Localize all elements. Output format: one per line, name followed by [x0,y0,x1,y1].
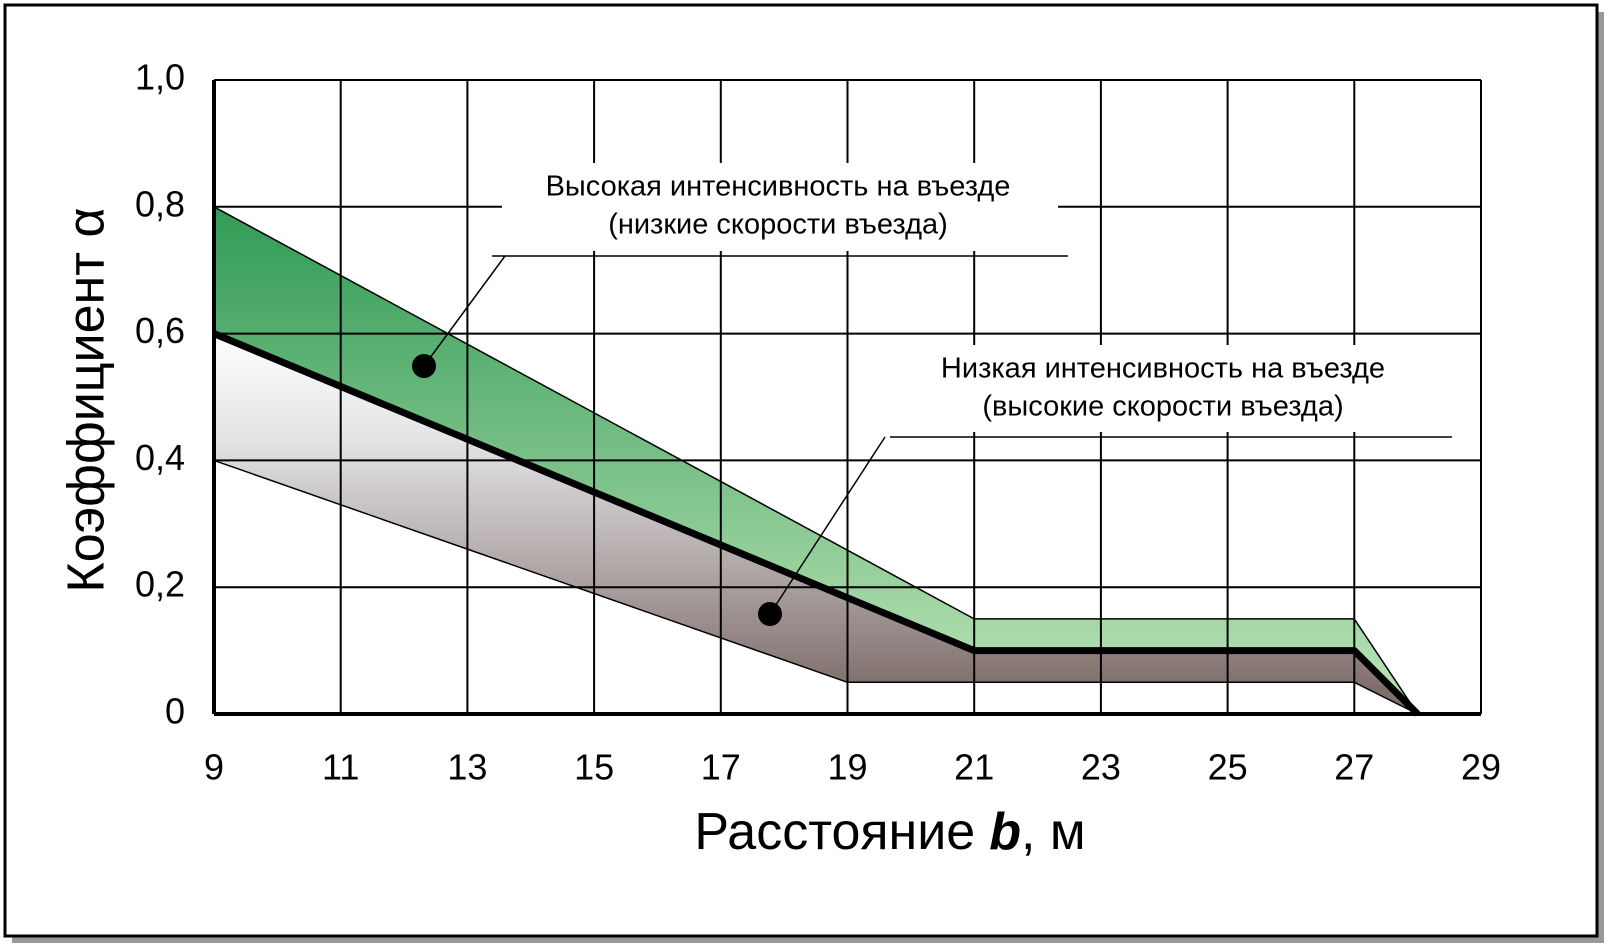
x-tick-label: 11 [322,747,359,788]
annotation-leader [769,436,886,615]
band-area [214,333,1418,714]
y-tick-label: 0 [165,691,185,732]
annotation-bg [900,345,1442,432]
annotation-bg [502,163,1058,251]
y-axis-label: Коэффициент α [58,207,116,592]
x-tick-label: 19 [827,747,867,788]
annotation-dot [758,602,782,626]
x-tick-label: 21 [954,747,994,788]
y-tick-label: 0,8 [135,183,185,224]
x-label-emph: b [989,803,1021,861]
annotation-leader [423,255,506,367]
annotation-text: Высокая интенсивность на въезде [546,171,1011,203]
x-label-unit: , м [1021,803,1086,861]
x-tick-label: 29 [1461,747,1501,788]
y-tick-label: 1,0 [135,57,185,98]
band-edge [213,459,1418,715]
annotation-dot [412,354,436,378]
x-tick-label: 9 [204,747,224,788]
x-tick-label: 25 [1208,747,1248,788]
x-tick-label: 15 [574,747,614,788]
x-tick-label: 13 [447,747,487,788]
main-line [212,330,1421,717]
x-tick-label: 23 [1081,747,1121,788]
x-tick-label: 17 [701,747,741,788]
y-tick-label: 0,2 [135,564,185,605]
x-label-text: Расстояние [694,803,975,861]
annotation-text: Низкая интенсивность на въезде [941,353,1385,385]
x-axis-label: Расстояние b, м [694,803,1085,861]
annotation-text: (высокие скорости въезда) [982,391,1343,423]
band-edge [213,206,1419,715]
x-tick-label: 27 [1334,747,1374,788]
annotation-text: (низкие скорости въезда) [608,209,948,241]
y-tick-label: 0,6 [135,310,185,351]
y-tick-label: 0,4 [135,437,185,478]
